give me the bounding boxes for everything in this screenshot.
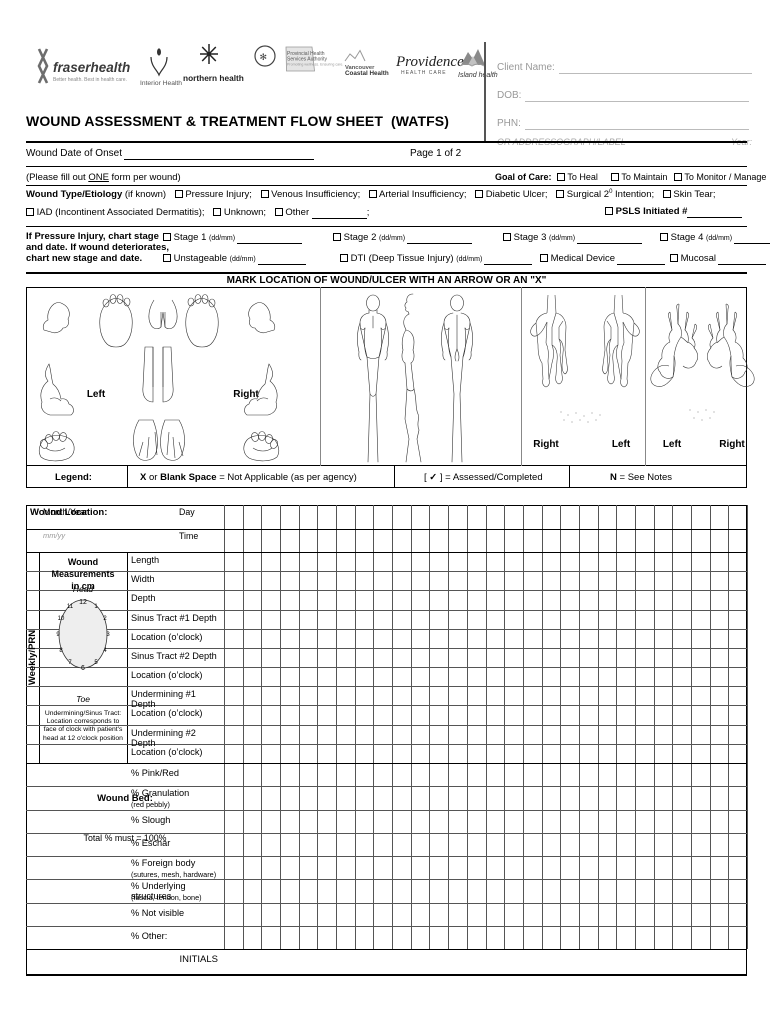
svg-text:HEALTH CARE: HEALTH CARE	[401, 70, 447, 76]
svg-text:Island health: Island health	[458, 72, 498, 79]
svg-text:Promoting wellness. Ensuring c: Promoting wellness. Ensuring care.	[287, 63, 343, 67]
svg-text:6: 6	[81, 665, 85, 672]
svg-text:4: 4	[103, 648, 107, 654]
svg-text:Left: Left	[663, 439, 682, 450]
svg-text:Right: Right	[719, 439, 745, 450]
svg-text:Left: Left	[612, 439, 631, 450]
svg-text:11: 11	[67, 604, 74, 610]
svg-text:Interior Health: Interior Health	[140, 80, 182, 87]
svg-text:10: 10	[58, 616, 65, 622]
svg-text:2: 2	[103, 616, 107, 622]
svg-text:fraserhealth: fraserhealth	[53, 60, 130, 75]
svg-text:northern health: northern health	[183, 73, 244, 83]
svg-text:Left: Left	[87, 389, 106, 400]
svg-text:12: 12	[79, 599, 87, 606]
svg-text:Right: Right	[233, 389, 259, 400]
svg-text:Better health. Best in health: Better health. Best in health care.	[53, 77, 127, 83]
svg-text:Coastal Health: Coastal Health	[345, 70, 389, 77]
svg-text:3: 3	[106, 632, 110, 638]
svg-text:✻: ✻	[260, 52, 268, 62]
svg-text:Right: Right	[533, 439, 559, 450]
svg-text:Providence: Providence	[395, 54, 464, 70]
